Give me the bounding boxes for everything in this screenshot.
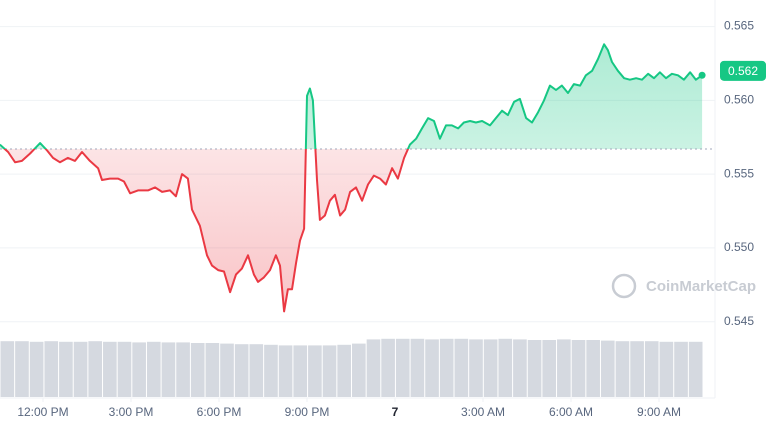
price-line-down (3, 149, 410, 313)
x-tick-label: 6:00 AM (549, 405, 593, 419)
x-tick-label: 6:00 PM (197, 405, 242, 419)
area-down (0, 149, 703, 312)
volume-bar (586, 340, 600, 397)
price-line-up (0, 43, 703, 150)
y-tick-label: 0.545 (724, 314, 754, 328)
volume-bar (366, 339, 381, 397)
volume-bar (161, 342, 176, 397)
x-tick-label: 3:00 AM (461, 405, 505, 419)
watermark-logo (611, 273, 637, 299)
volume-bar (615, 341, 630, 397)
volume-bar (234, 344, 249, 397)
volume-bar (469, 339, 483, 397)
price-badge (720, 60, 766, 81)
y-tick-label: 0.560 (724, 93, 754, 107)
volume-bar (674, 341, 688, 397)
watermark-text: CoinMarketCap (646, 278, 756, 295)
last-point (698, 71, 706, 79)
volume-bar (73, 341, 88, 397)
volume-bar (557, 339, 571, 397)
volume-bar (542, 340, 557, 397)
x-tick-label: 7 (392, 405, 399, 419)
volume-bar (264, 344, 278, 397)
x-tick-label: 9:00 AM (637, 405, 681, 419)
volume-bar (117, 341, 132, 397)
y-tick-label: 0.550 (724, 240, 754, 254)
volume-bar (600, 340, 615, 397)
volume-bar (278, 345, 293, 397)
volume-bar (571, 340, 586, 397)
volume-bar (322, 345, 337, 397)
volume-bar (337, 344, 351, 397)
volume-bar (190, 343, 205, 397)
volume-bar (205, 343, 220, 397)
volume-bar (352, 343, 366, 397)
volume-bar (630, 341, 644, 397)
volume-bar (44, 341, 59, 397)
volume-bar (29, 341, 44, 397)
volume-bar (454, 338, 469, 397)
area-up (0, 44, 703, 150)
volume-bar (395, 338, 410, 397)
volume-bar (410, 338, 425, 397)
volume-bar (88, 341, 103, 397)
x-tick-label: 9:00 PM (285, 405, 330, 419)
x-tick-label: 12:00 PM (17, 405, 68, 419)
volume-bar (132, 342, 146, 397)
volume-bar (293, 345, 308, 397)
volume-bar (425, 339, 439, 397)
watermark: CoinMarketCap (611, 273, 756, 299)
volume-bar (103, 341, 117, 397)
volume-bar (59, 341, 73, 397)
volume-bar (249, 344, 264, 397)
volume-bar (220, 343, 234, 397)
volume-bar (513, 339, 527, 397)
volume-bar (498, 338, 513, 397)
volume-bar (381, 338, 395, 397)
y-tick-label: 0.565 (724, 19, 754, 33)
volume-bar (176, 342, 190, 397)
volume-bar (659, 341, 674, 397)
volume-bar (308, 345, 322, 397)
volume-bar (527, 340, 542, 397)
price-badge-label: 0.562 (728, 64, 758, 78)
volume-bar (15, 341, 29, 397)
volume-bar (483, 339, 498, 397)
y-tick-label: 0.555 (724, 166, 754, 180)
x-tick-label: 3:00 PM (109, 405, 154, 419)
volume-bar (439, 338, 454, 397)
volume-bar (644, 341, 659, 397)
volume-bar (688, 341, 703, 397)
volume-bar (0, 341, 15, 397)
volume-bar (146, 341, 161, 397)
